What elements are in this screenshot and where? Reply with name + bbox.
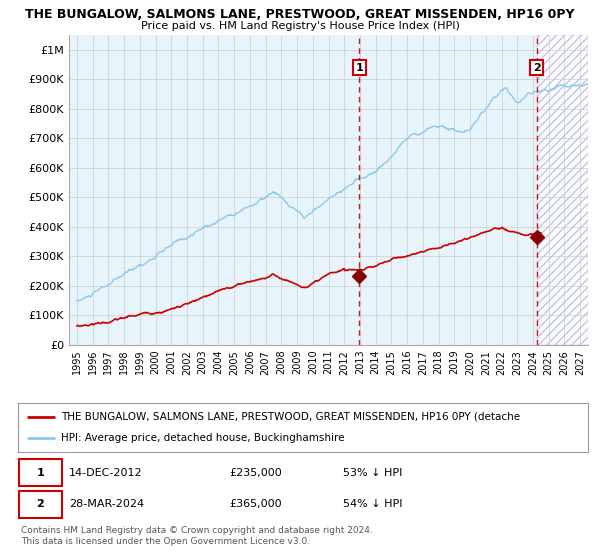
Text: Contains HM Land Registry data © Crown copyright and database right 2024.
This d: Contains HM Land Registry data © Crown c… — [21, 526, 373, 545]
Text: £235,000: £235,000 — [229, 468, 281, 478]
Text: £365,000: £365,000 — [229, 500, 281, 510]
Text: 2: 2 — [533, 63, 541, 73]
Text: THE BUNGALOW, SALMONS LANE, PRESTWOOD, GREAT MISSENDEN, HP16 0PY (detache: THE BUNGALOW, SALMONS LANE, PRESTWOOD, G… — [61, 412, 520, 422]
Text: 28-MAR-2024: 28-MAR-2024 — [70, 500, 145, 510]
Text: 1: 1 — [355, 63, 363, 73]
Bar — [537, 35, 588, 345]
FancyBboxPatch shape — [19, 491, 62, 518]
FancyBboxPatch shape — [19, 459, 62, 486]
Text: THE BUNGALOW, SALMONS LANE, PRESTWOOD, GREAT MISSENDEN, HP16 0PY: THE BUNGALOW, SALMONS LANE, PRESTWOOD, G… — [25, 8, 575, 21]
Text: 54% ↓ HPI: 54% ↓ HPI — [343, 500, 403, 510]
Text: 2: 2 — [37, 500, 44, 510]
Text: HPI: Average price, detached house, Buckinghamshire: HPI: Average price, detached house, Buck… — [61, 433, 344, 444]
Text: Price paid vs. HM Land Registry's House Price Index (HPI): Price paid vs. HM Land Registry's House … — [140, 21, 460, 31]
Text: 14-DEC-2012: 14-DEC-2012 — [70, 468, 143, 478]
Text: 1: 1 — [37, 468, 44, 478]
Text: 53% ↓ HPI: 53% ↓ HPI — [343, 468, 402, 478]
